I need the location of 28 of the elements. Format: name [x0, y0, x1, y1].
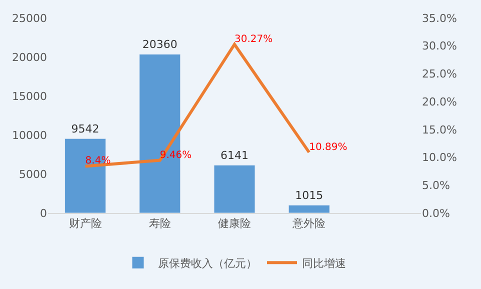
x-tick-label: 财产险: [68, 217, 102, 230]
data-label: 30.27%: [234, 34, 273, 45]
y-tick-label: 0: [40, 206, 47, 220]
y2-tick-label: 10.0%: [422, 151, 457, 164]
legend-label: 同比增速: [302, 256, 346, 270]
data-label: 1015: [295, 189, 324, 202]
y-tick-label: 20000: [12, 50, 47, 64]
x-tick-label: 意外险: [292, 217, 326, 230]
y2-tick-label: 20.0%: [422, 95, 457, 108]
y-tick-label: 25000: [12, 12, 47, 25]
data-label: 10.89%: [309, 142, 348, 153]
y2-tick-label: 35.0%: [422, 12, 457, 25]
y-tick-label: 15000: [12, 90, 47, 103]
bar: [214, 164, 256, 213]
y2-tick-label: 25.0%: [422, 68, 457, 81]
y2-tick-label: 30.0%: [422, 40, 457, 53]
y-tick-label: 5000: [19, 168, 47, 181]
data-label: 20360: [142, 38, 178, 52]
y2-tick-label: 15.0%: [422, 123, 457, 136]
y2-tick-label: 0.0%: [422, 206, 450, 220]
x-tick-label: 健康险: [218, 217, 251, 230]
y2-tick-label: 5.0%: [422, 178, 450, 192]
data-label: 6141: [220, 149, 249, 162]
data-label: 9542: [71, 122, 100, 136]
bar: [288, 204, 330, 213]
x-tick-label: 寿险: [148, 217, 171, 230]
legend-label: 原保费收入（亿元）: [158, 256, 257, 270]
y-tick-label: 10000: [12, 128, 47, 142]
